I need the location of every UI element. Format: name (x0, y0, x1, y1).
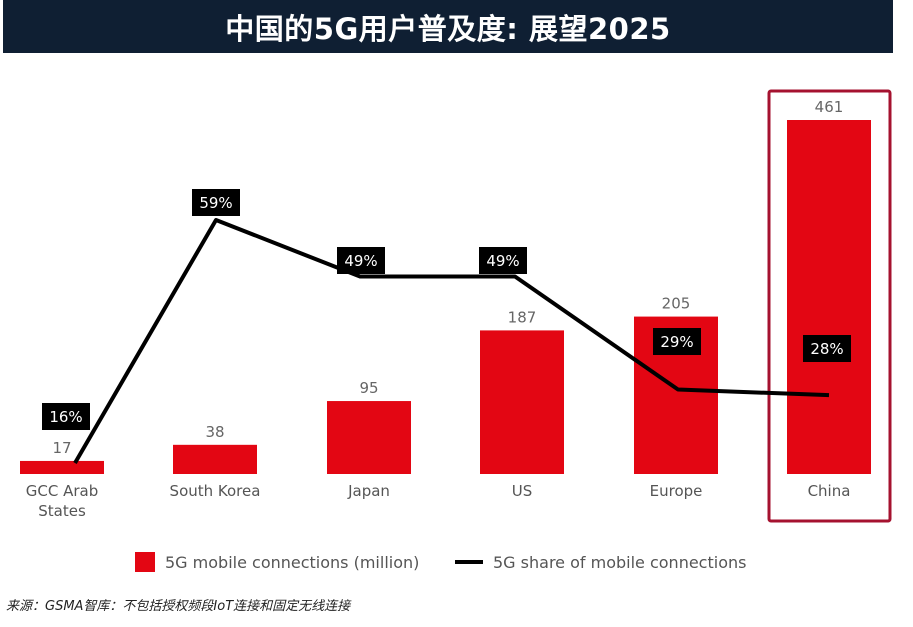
share-line (73, 218, 830, 465)
category-label-5: China (808, 482, 851, 500)
category-label-2: Japan (347, 482, 390, 500)
bar-value-label-1: 38 (205, 423, 224, 441)
line-value-label-0: 16% (49, 408, 82, 426)
bar-5 (787, 120, 871, 474)
chart-area: 17 38 95 187 205 461 GCC Arab States South Korea… (20, 89, 892, 523)
bar-2 (327, 401, 411, 474)
line-label-box-3 (479, 247, 527, 274)
line-label-box-5 (803, 335, 851, 362)
chart-title: 中国的5G用户普及度: 展望2025 (3, 0, 893, 53)
category-label-0-0: GCC Arab (26, 482, 98, 500)
legend-item-line: 5G share of mobile connections (455, 547, 746, 577)
bar-0 (20, 460, 104, 474)
line-label-box-0 (42, 403, 90, 430)
bar-value-label-5: 461 (815, 98, 844, 116)
bar-1 (173, 444, 257, 474)
line-label-box-1 (192, 189, 240, 216)
line-value-label-4: 29% (660, 333, 693, 351)
legend-line-label: 5G share of mobile connections (493, 552, 747, 572)
line-value-label-2: 49% (344, 252, 377, 270)
legend: 5G mobile connections (million) 5G share… (0, 547, 913, 577)
category-label-4: Europe (650, 482, 703, 500)
category-label-3: US (512, 482, 533, 500)
legend-item-bars: 5G mobile connections (million) (135, 547, 419, 577)
category-label-1: South Korea (170, 482, 261, 500)
line-label-box-4 (653, 328, 701, 355)
highlight-box-5 (767, 89, 892, 523)
bar-3 (480, 330, 564, 474)
bar-value-label-0: 17 (52, 439, 71, 457)
source-note: 来源：GSMA智库：不包括授权频段IoT连接和固定无线连接 (6, 599, 351, 614)
bar-value-label-3: 187 (508, 308, 537, 326)
legend-line-swatch (455, 560, 483, 564)
bar-value-label-4: 205 (662, 295, 691, 313)
line-label-box-2 (337, 247, 385, 274)
legend-bar-swatch (135, 552, 155, 572)
line-value-label-5: 28% (810, 340, 843, 358)
line-value-label-3: 49% (486, 252, 519, 270)
legend-bar-label: 5G mobile connections (million) (165, 552, 420, 572)
bar-value-label-2: 95 (359, 379, 378, 397)
category-label-0-1: States (38, 502, 86, 520)
line-value-label-1: 59% (199, 194, 232, 212)
